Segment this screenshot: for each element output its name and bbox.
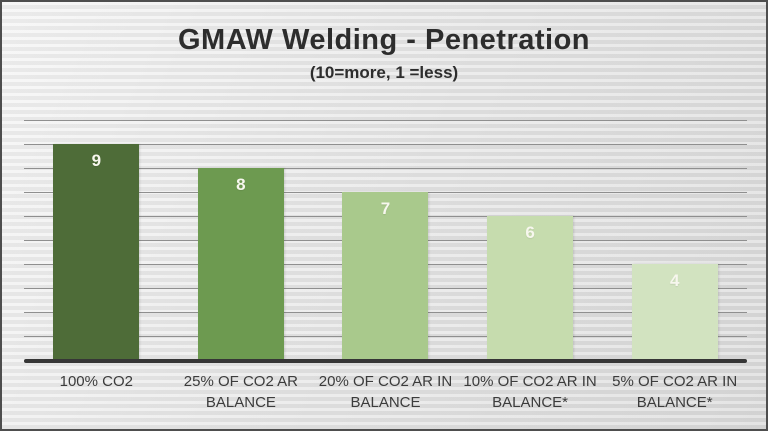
- chart-title: GMAW Welding - Penetration: [177, 24, 591, 56]
- category-label-10co2: 10% OF CO2 AR IN BALANCE*: [458, 371, 603, 413]
- bar-slot-100co2: 9: [24, 120, 169, 360]
- chart-subtitle: (10=more, 1 =less): [309, 63, 459, 82]
- bar-value-label: 9: [91, 151, 102, 170]
- bar-value-label: 7: [380, 199, 391, 218]
- bars-container: 9 8 7 6 4: [24, 120, 747, 360]
- category-label-5co2: 5% OF CO2 AR IN BALANCE*: [602, 371, 747, 413]
- category-label-line: 10% OF CO2 AR IN: [463, 373, 597, 390]
- bar-25co2-ar-balance: 8: [197, 168, 284, 360]
- plot-area: 9 8 7 6 4: [24, 120, 747, 360]
- x-axis-labels: 100% CO2 25% OF CO2 AR BALANCE 20% OF CO…: [24, 371, 747, 413]
- category-label-line: 25% OF CO2 AR: [183, 373, 298, 390]
- category-label-line: 5% OF CO2 AR IN: [612, 373, 738, 390]
- category-label-25co2: 25% OF CO2 AR BALANCE: [169, 371, 314, 413]
- bar-10co2-ar-in-balance: 6: [487, 216, 574, 360]
- category-label-line: BALANCE*: [492, 394, 569, 411]
- bar-5co2-ar-in-balance: 4: [631, 264, 718, 360]
- category-label-line: BALANCE: [205, 394, 276, 411]
- gridline: [24, 144, 747, 145]
- category-label-line: 100% CO2: [59, 373, 133, 390]
- bar-slot-20co2: 7: [313, 120, 458, 360]
- bar-value-label: 6: [525, 223, 535, 242]
- category-label-line: BALANCE*: [636, 394, 713, 411]
- category-label-100co2: 100% CO2: [24, 371, 169, 413]
- gridline: [24, 168, 747, 169]
- category-label-20co2: 20% OF CO2 AR IN BALANCE: [313, 371, 458, 413]
- bar-value-label: 4: [669, 271, 680, 290]
- gridline: [24, 120, 747, 121]
- bar-slot-10co2: 6: [458, 120, 603, 360]
- bar-20co2-ar-in-balance: 7: [342, 192, 429, 360]
- bar-100co2: 9: [53, 144, 140, 360]
- bar-slot-5co2: 4: [602, 120, 747, 360]
- bar-slot-25co2: 8: [169, 120, 314, 360]
- category-label-line: 20% OF CO2 AR IN: [318, 373, 453, 390]
- category-label-line: BALANCE: [350, 394, 421, 411]
- x-axis-line: [24, 359, 747, 363]
- bar-value-label: 8: [236, 175, 246, 194]
